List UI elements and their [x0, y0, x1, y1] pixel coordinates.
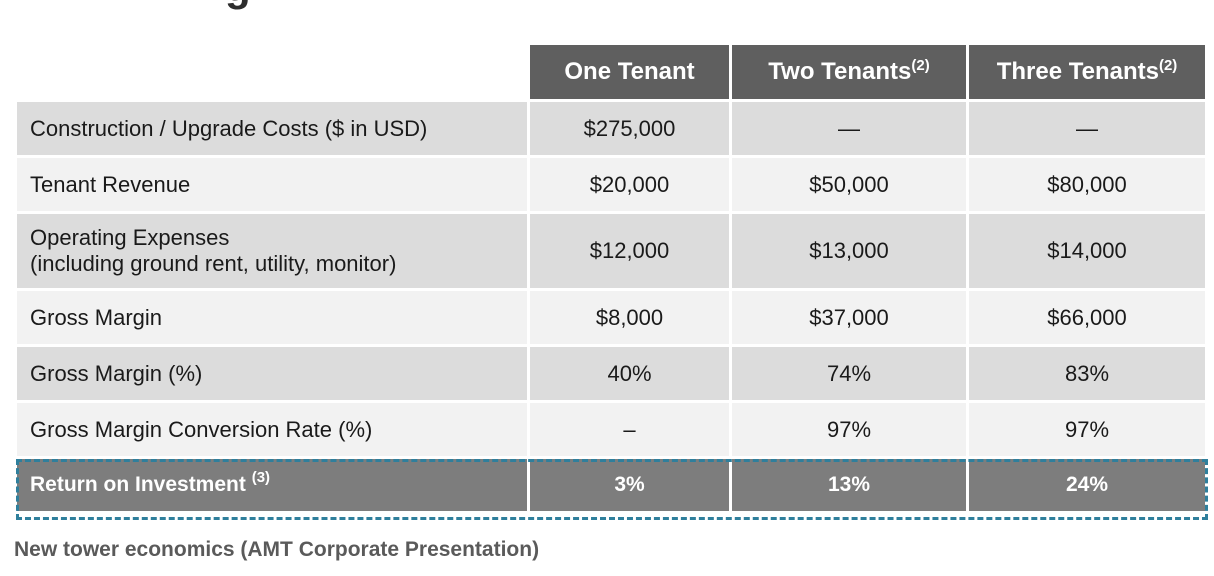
- cell-two-tenants: 13%: [729, 456, 966, 511]
- footnote-marker: (2): [911, 57, 930, 74]
- cell-two-tenants: $13,000: [729, 211, 966, 288]
- header-one-tenant: One Tenant: [527, 45, 729, 99]
- row-label: Operating Expenses (including ground ren…: [17, 211, 527, 288]
- cell-two-tenants: 97%: [729, 400, 966, 456]
- row-label-line1: Operating Expenses: [30, 225, 230, 250]
- row-conversion-rate: Gross Margin Conversion Rate (%) – 97% 9…: [17, 400, 1205, 456]
- row-operating-expenses: Operating Expenses (including ground ren…: [17, 211, 1205, 288]
- row-label: Construction / Upgrade Costs ($ in USD): [17, 99, 527, 155]
- cell-three-tenants: $14,000: [966, 211, 1205, 288]
- header-three-tenants: Three Tenants(2): [966, 45, 1205, 99]
- cell-one-tenant: 3%: [527, 456, 729, 511]
- footnote-marker: (2): [1158, 57, 1178, 74]
- row-label: Gross Margin (%): [17, 344, 527, 400]
- image-caption: New tower economics (AMT Corporate Prese…: [14, 538, 540, 561]
- cell-two-tenants: 74%: [729, 344, 966, 400]
- header-blank-cell: [17, 45, 527, 99]
- cell-two-tenants: —: [729, 99, 966, 155]
- cell-three-tenants: $80,000: [966, 155, 1205, 211]
- cell-one-tenant: –: [527, 400, 729, 456]
- row-gross-margin: Gross Margin $8,000 $37,000 $66,000: [17, 288, 1205, 344]
- cell-one-tenant: $8,000: [527, 288, 729, 344]
- table-header-row: One Tenant Two Tenants(2) Three Tenants(…: [17, 45, 1205, 99]
- cell-three-tenants: $66,000: [966, 288, 1205, 344]
- header-two-tenants: Two Tenants(2): [729, 45, 966, 99]
- cell-one-tenant: 40%: [527, 344, 729, 400]
- tower-economics-table: One Tenant Two Tenants(2) Three Tenants(…: [17, 45, 1205, 511]
- row-gross-margin-pct: Gross Margin (%) 40% 74% 83%: [17, 344, 1205, 400]
- row-label: Tenant Revenue: [17, 155, 527, 211]
- cell-one-tenant: $12,000: [527, 211, 729, 288]
- row-tenant-revenue: Tenant Revenue $20,000 $50,000 $80,000: [17, 155, 1205, 211]
- cell-three-tenants: —: [966, 99, 1205, 155]
- row-label: Gross Margin: [17, 288, 527, 344]
- cell-three-tenants: 24%: [966, 456, 1205, 511]
- row-label: Gross Margin Conversion Rate (%): [17, 400, 527, 456]
- cell-three-tenants: 97%: [966, 400, 1205, 456]
- cell-one-tenant: $275,000: [527, 99, 729, 155]
- cropped-slide-title-glyph: g: [225, 0, 252, 8]
- footnote-marker: (3): [251, 469, 271, 486]
- row-return-on-investment: Return on Investment (3) 3% 13% 24%: [17, 456, 1205, 511]
- cell-two-tenants: $50,000: [729, 155, 966, 211]
- row-construction-costs: Construction / Upgrade Costs ($ in USD) …: [17, 99, 1205, 155]
- cell-three-tenants: 83%: [966, 344, 1205, 400]
- cell-two-tenants: $37,000: [729, 288, 966, 344]
- cell-one-tenant: $20,000: [527, 155, 729, 211]
- row-label: Return on Investment (3): [17, 456, 527, 511]
- row-label-line2: (including ground rent, utility, monitor…: [30, 251, 397, 276]
